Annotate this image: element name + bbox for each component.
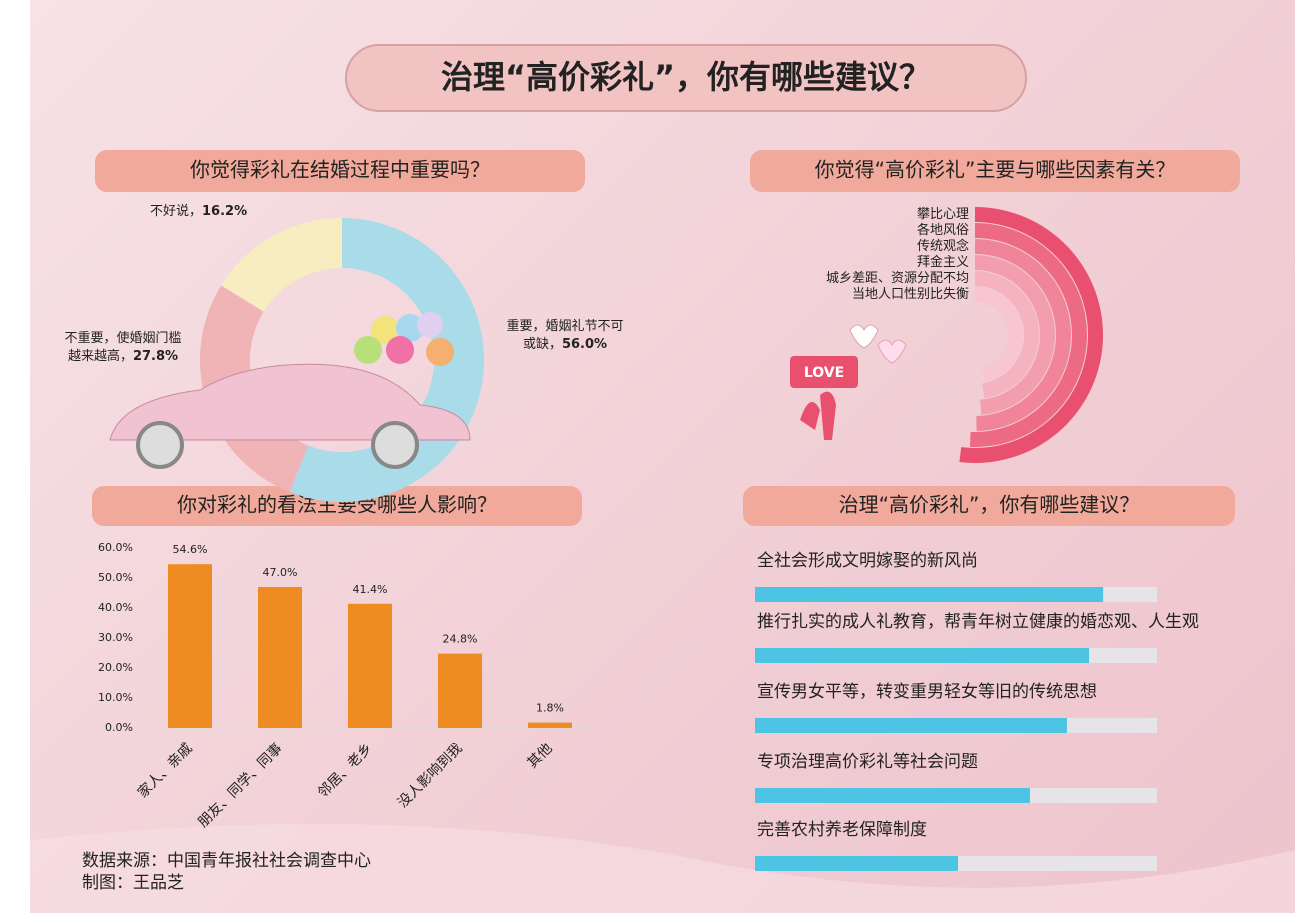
slice-label: 重要，婚姻礼节不可或缺，56.0% (505, 318, 625, 354)
slice-value: 16.2% (202, 204, 247, 219)
y-tick-label: 20.0% (98, 661, 133, 674)
source: 数据来源：中国青年报社社会调查中心 (82, 851, 371, 871)
value-label: 47.0% (263, 566, 298, 579)
y-tick-label: 60.0% (98, 541, 133, 554)
section-title: 你觉得“高价彩礼”主要与哪些因素有关？ (815, 158, 1176, 182)
bar (755, 587, 1103, 602)
radial-label: 传统观念 (917, 238, 969, 254)
slice-label: 不重要，使婚姻门槛越来越高，27.8% (62, 330, 184, 366)
y-tick-label: 40.0% (98, 601, 133, 614)
bar (755, 788, 1030, 803)
radial-label: 当地人口性别比失衡 (852, 287, 969, 302)
suggestion-label: 宣传男女平等，转变重男轻女等旧的传统思想 (757, 682, 1097, 702)
bar (755, 856, 958, 871)
bar (168, 564, 212, 728)
value-label: 41.4% (353, 583, 388, 596)
slice-value: 56.0% (562, 337, 607, 352)
y-tick-label: 30.0% (98, 631, 133, 644)
love-sign: LOVE (804, 365, 844, 381)
x-tick-label: 没人影响到我 (395, 740, 466, 811)
y-tick-label: 10.0% (98, 691, 133, 704)
suggestion-label: 完善农村养老保障制度 (757, 820, 927, 840)
radial-label: 拜金主义 (917, 254, 969, 270)
bar (258, 587, 302, 728)
x-tick-label: 邻居、老乡 (315, 740, 376, 801)
bar (438, 654, 482, 728)
main-title: 治理“高价彩礼”，你有哪些建议？ (441, 58, 931, 96)
decor-love (790, 325, 906, 440)
bar (755, 648, 1089, 663)
x-tick-label: 其他 (525, 740, 556, 771)
section-title: 你觉得彩礼在结婚过程中重要吗？ (190, 158, 490, 182)
bar (348, 604, 392, 728)
value-label: 1.8% (536, 702, 564, 715)
x-tick-label: 朋友、同学、同事 (195, 740, 286, 831)
radial-label: 城乡差距、资源分配不均 (826, 271, 969, 286)
radial-label: 攀比心理 (917, 207, 969, 222)
y-tick-label: 50.0% (98, 571, 133, 584)
canvas: 治理“高价彩礼”，你有哪些建议？ 你觉得彩礼在结婚过程中重要吗？ 你觉得“高价彩… (0, 0, 1295, 913)
value-label: 24.8% (443, 633, 478, 646)
suggestion-label: 全社会形成文明嫁娶的新风尚 (757, 551, 978, 571)
infographic: 治理“高价彩礼”，你有哪些建议？ 你觉得彩礼在结婚过程中重要吗？ 你觉得“高价彩… (0, 0, 1295, 913)
value-label: 54.6% (173, 543, 208, 556)
slice-value: 27.8% (133, 349, 178, 364)
suggestion-label: 推行扎实的成人礼教育，帮青年树立健康的婚恋观、人生观 (757, 611, 1199, 632)
bar (528, 723, 572, 728)
section-title: 治理“高价彩礼”，你有哪些建议？ (839, 493, 1140, 517)
credit: 制图：王品芝 (82, 873, 184, 893)
slice-category: 不好说， (150, 204, 202, 219)
x-tick-label: 家人、亲戚 (134, 740, 196, 802)
suggestion-label: 专项治理高价彩礼等社会问题 (757, 752, 978, 772)
y-tick-label: 0.0% (105, 721, 133, 734)
slice-label: 不好说，16.2% (150, 203, 310, 221)
margin (0, 0, 30, 913)
bar (755, 718, 1067, 733)
radial-label: 各地风俗 (917, 222, 969, 238)
